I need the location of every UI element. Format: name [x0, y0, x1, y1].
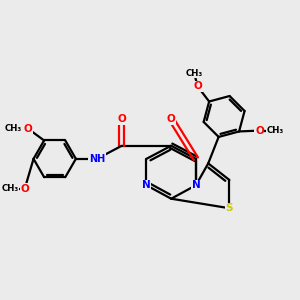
Text: CH₃: CH₃	[5, 124, 22, 133]
Text: O: O	[24, 124, 33, 134]
Text: CH₃: CH₃	[185, 69, 203, 78]
Text: O: O	[20, 184, 29, 194]
Text: CH₃: CH₃	[1, 184, 19, 193]
Text: CH₃: CH₃	[267, 126, 284, 135]
Text: N: N	[191, 180, 200, 190]
Text: NH: NH	[89, 154, 105, 164]
Text: O: O	[167, 114, 176, 124]
Text: S: S	[226, 203, 233, 213]
Text: O: O	[255, 126, 264, 136]
Text: O: O	[193, 82, 202, 92]
Text: N: N	[142, 180, 151, 190]
Text: O: O	[117, 114, 126, 124]
